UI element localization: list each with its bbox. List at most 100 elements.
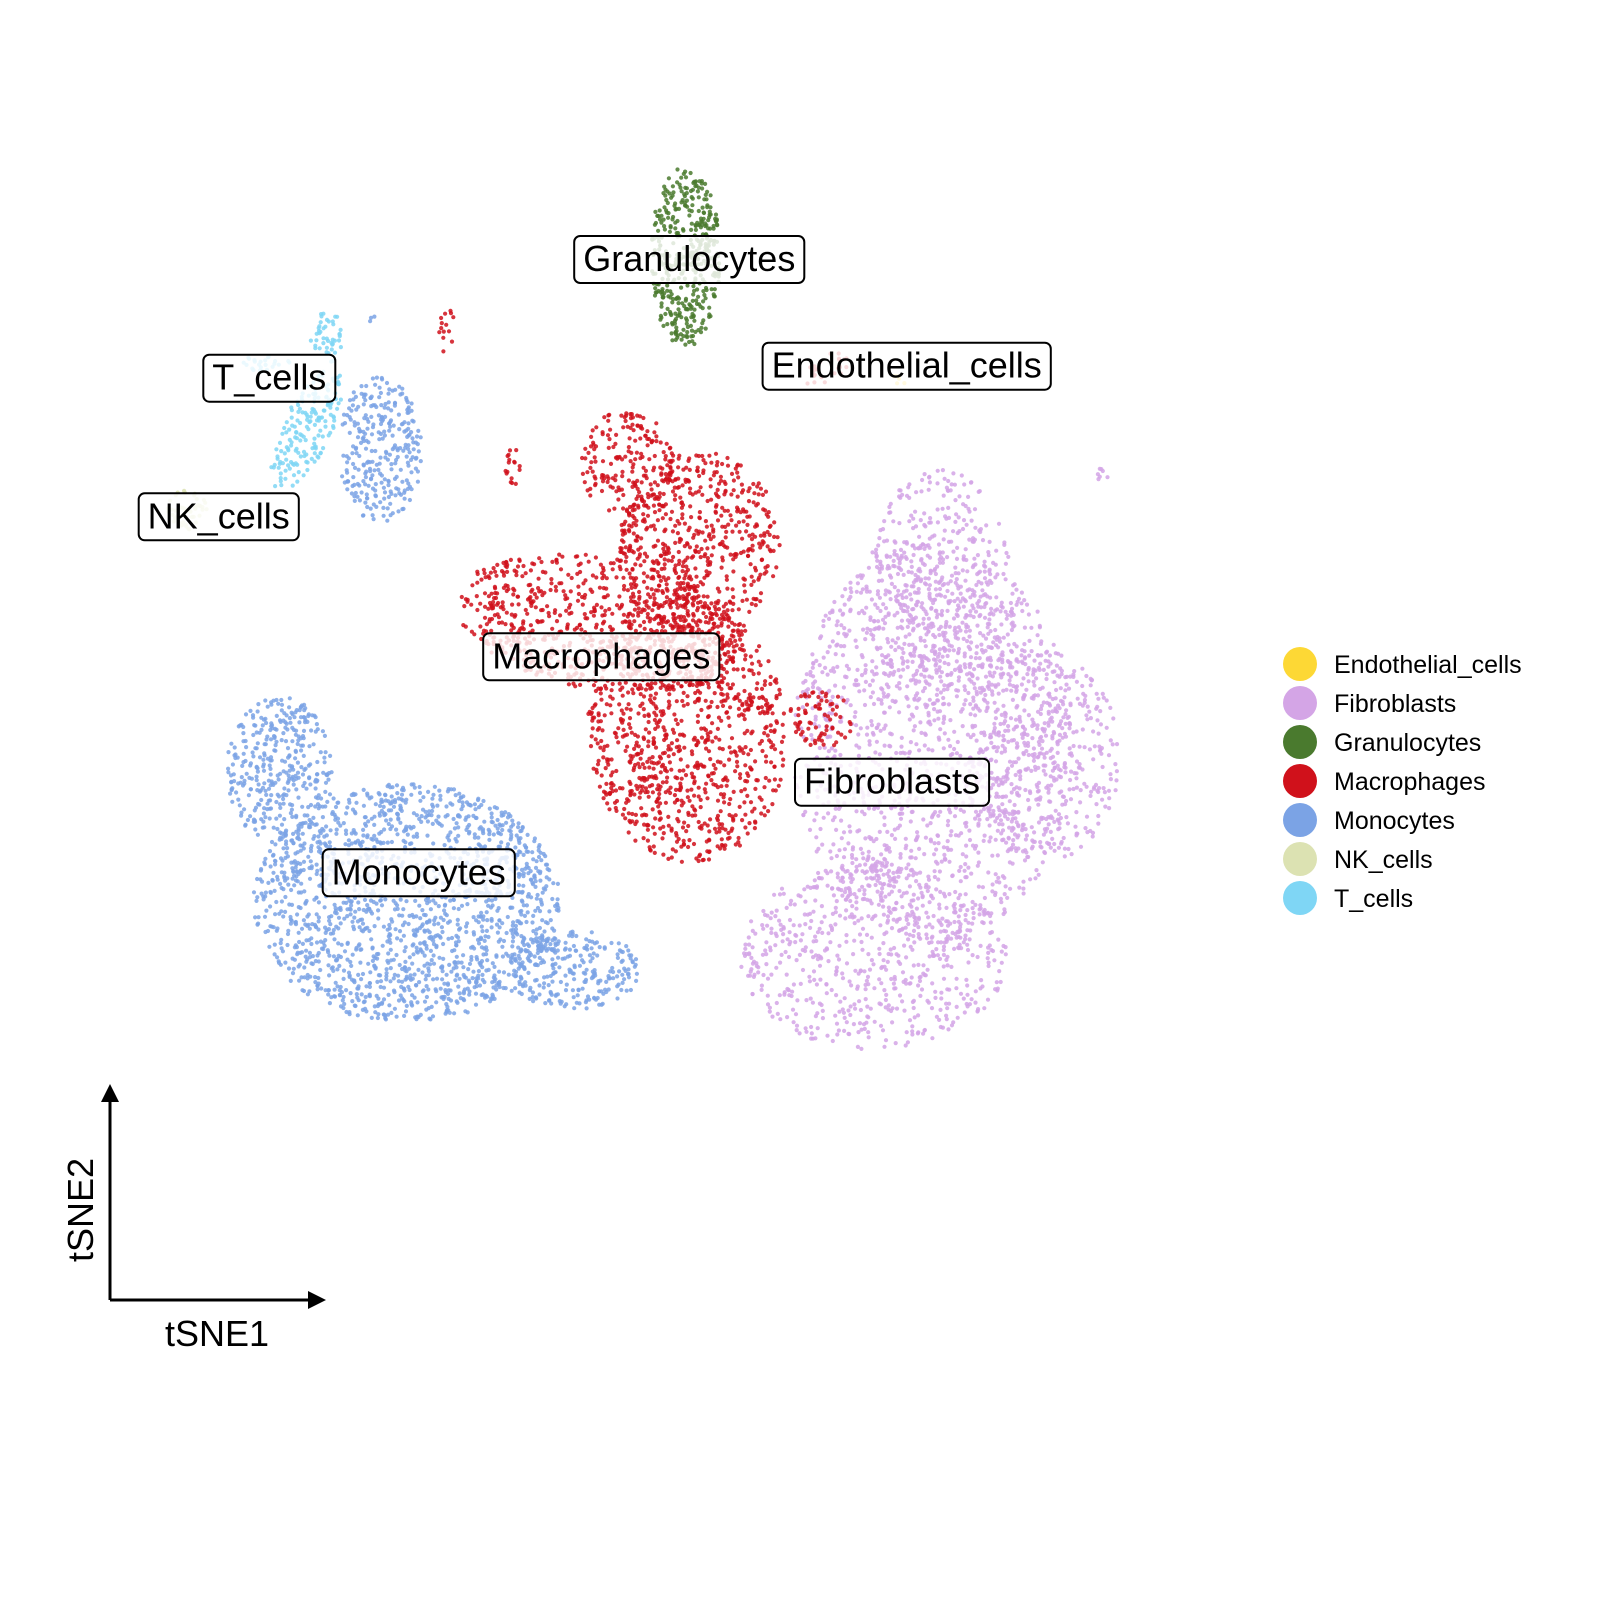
point-fibroblasts	[879, 686, 884, 691]
point-fibroblasts	[915, 668, 920, 674]
point-monocytes	[510, 923, 515, 928]
point-monocytes	[457, 798, 462, 804]
point-monocytes	[302, 708, 307, 713]
point-fibroblasts	[941, 557, 946, 562]
point-fibroblasts	[963, 918, 968, 923]
point-monocytes	[301, 753, 306, 759]
point-fibroblasts	[1036, 872, 1041, 877]
point-fibroblasts	[991, 776, 996, 781]
point-fibroblasts	[917, 534, 922, 539]
point-monocytes	[313, 795, 319, 800]
point-fibroblasts	[938, 727, 943, 732]
point-monocytes	[324, 833, 329, 838]
point-fibroblasts	[919, 672, 924, 677]
point-monocytes	[266, 798, 271, 803]
point-monocytes	[360, 929, 366, 934]
point-monocytes	[376, 916, 381, 921]
point-fibroblasts	[973, 809, 979, 814]
point-fibroblasts	[819, 904, 825, 909]
point-fibroblasts	[808, 925, 813, 931]
point-fibroblasts	[1056, 767, 1062, 772]
point-fibroblasts	[812, 977, 817, 983]
point-fibroblasts	[927, 583, 933, 588]
point-fibroblasts	[910, 659, 915, 665]
point-fibroblasts	[999, 831, 1004, 836]
point-monocytes	[372, 833, 377, 839]
point-fibroblasts	[1067, 746, 1072, 751]
point-monocytes	[274, 799, 279, 805]
point-fibroblasts	[862, 611, 867, 616]
point-fibroblasts	[750, 928, 755, 934]
point-fibroblasts	[803, 948, 808, 954]
point-fibroblasts	[962, 868, 967, 873]
point-fibroblasts	[846, 1031, 851, 1036]
point-monocytes	[385, 840, 390, 845]
point-monocytes	[352, 809, 357, 815]
point-fibroblasts	[992, 721, 997, 726]
point-fibroblasts	[977, 750, 982, 755]
point-fibroblasts	[1011, 738, 1017, 743]
point-fibroblasts	[1063, 675, 1068, 680]
point-fibroblasts	[990, 689, 995, 694]
point-fibroblasts	[917, 654, 922, 659]
point-fibroblasts	[804, 688, 809, 693]
point-fibroblasts	[963, 698, 968, 703]
point-fibroblasts	[1005, 849, 1010, 854]
point-monocytes	[255, 832, 260, 837]
point-fibroblasts	[988, 732, 993, 738]
point-monocytes	[482, 819, 487, 824]
point-fibroblasts	[930, 534, 935, 539]
point-fibroblasts	[1108, 738, 1113, 743]
point-fibroblasts	[899, 618, 905, 623]
point-fibroblasts	[856, 611, 862, 616]
point-fibroblasts	[1054, 687, 1059, 693]
point-fibroblasts	[964, 843, 969, 848]
point-fibroblasts	[867, 742, 872, 747]
point-monocytes	[381, 997, 387, 1002]
point-fibroblasts	[882, 694, 887, 699]
point-monocytes	[290, 814, 295, 820]
point-fibroblasts	[831, 893, 837, 898]
point-fibroblasts	[850, 904, 855, 909]
point-fibroblasts	[911, 1005, 916, 1011]
point-fibroblasts	[966, 690, 971, 696]
point-fibroblasts	[788, 939, 793, 945]
point-fibroblasts	[1049, 783, 1054, 788]
point-fibroblasts	[1011, 787, 1017, 792]
point-monocytes	[333, 804, 339, 810]
point-fibroblasts	[1060, 726, 1065, 731]
point-monocytes	[376, 908, 381, 913]
point-monocytes	[490, 903, 495, 908]
point-fibroblasts	[931, 643, 936, 648]
point-fibroblasts	[1006, 836, 1011, 841]
point-fibroblasts	[759, 983, 765, 988]
point-fibroblasts	[937, 1017, 942, 1023]
point-fibroblasts	[916, 622, 922, 627]
point-fibroblasts	[911, 526, 916, 531]
point-fibroblasts	[832, 669, 837, 674]
point-fibroblasts	[969, 997, 974, 1002]
point-fibroblasts	[967, 628, 973, 633]
point-fibroblasts	[1048, 774, 1053, 779]
point-fibroblasts	[1014, 657, 1019, 662]
point-fibroblasts	[937, 551, 942, 556]
point-fibroblasts	[1022, 625, 1027, 630]
point-fibroblasts	[1055, 750, 1060, 756]
point-fibroblasts	[918, 870, 923, 875]
point-monocytes	[509, 988, 514, 993]
point-monocytes	[526, 892, 531, 897]
point-monocytes	[473, 1002, 479, 1007]
point-monocytes	[304, 948, 309, 953]
point-fibroblasts	[855, 829, 860, 834]
point-fibroblasts	[986, 553, 991, 558]
point-fibroblasts	[899, 894, 904, 899]
point-fibroblasts	[1050, 768, 1055, 773]
point-monocytes	[295, 912, 300, 917]
point-fibroblasts	[927, 954, 932, 959]
point-fibroblasts	[762, 912, 768, 918]
point-monocytes	[229, 787, 234, 792]
point-fibroblasts	[765, 1002, 771, 1007]
point-monocytes	[547, 909, 552, 914]
point-fibroblasts	[876, 626, 881, 631]
point-fibroblasts	[954, 1004, 959, 1010]
